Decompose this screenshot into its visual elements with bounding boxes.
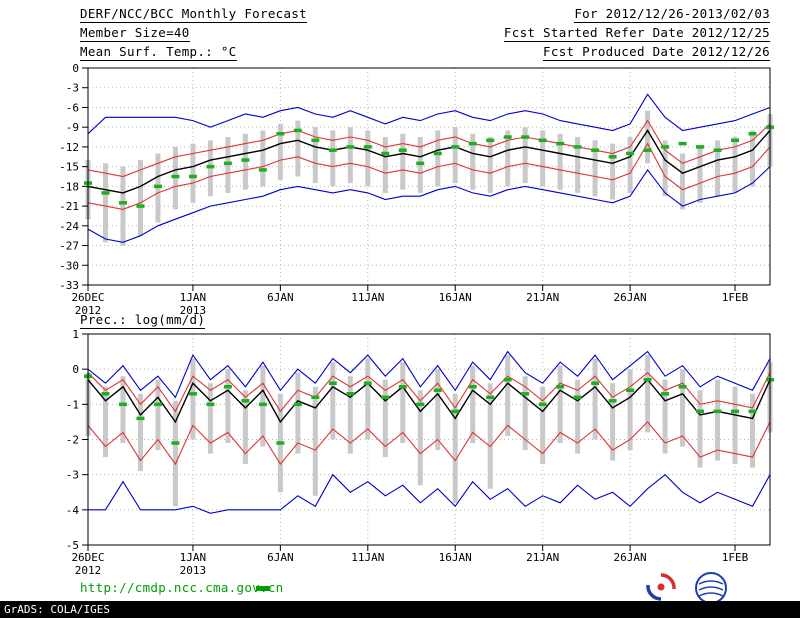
temp-chart-title: Mean Surf. Temp.: °C xyxy=(80,44,237,61)
svg-text:26JAN: 26JAN xyxy=(614,551,647,564)
svg-text:1FEB: 1FEB xyxy=(722,291,749,304)
svg-text:26DEC: 26DEC xyxy=(71,291,104,304)
svg-text:1FEB: 1FEB xyxy=(722,551,749,564)
svg-text:-18: -18 xyxy=(59,180,79,193)
svg-text:1JAN: 1JAN xyxy=(180,291,207,304)
svg-text:26JAN: 26JAN xyxy=(614,291,647,304)
svg-text:-9: -9 xyxy=(66,121,79,134)
svg-text:0: 0 xyxy=(72,363,79,376)
refer-date-label: Fcst Started Refer Date 2012/12/25 xyxy=(503,25,770,42)
svg-text:16JAN: 16JAN xyxy=(439,291,472,304)
svg-text:26DEC: 26DEC xyxy=(71,551,104,564)
bcc-logo-icon xyxy=(646,573,676,601)
svg-text:6JAN: 6JAN xyxy=(267,291,294,304)
source-url: http://cmdp.ncc.cma.gov.cn xyxy=(80,580,284,595)
svg-text:0: 0 xyxy=(72,62,79,75)
url-underline-mark xyxy=(256,586,270,591)
svg-text:16JAN: 16JAN xyxy=(439,551,472,564)
forecast-date-range: For 2012/12/26-2013/02/03 xyxy=(574,6,770,23)
forecast-title: DERF/NCC/BCC Monthly Forecast xyxy=(80,6,307,23)
svg-text:1: 1 xyxy=(72,328,79,341)
svg-text:21JAN: 21JAN xyxy=(526,291,559,304)
svg-text:2012: 2012 xyxy=(75,564,102,577)
svg-text:11JAN: 11JAN xyxy=(351,551,384,564)
svg-text:-6: -6 xyxy=(66,101,79,114)
temp-chart: 0 -3 -6 -9 -12 -15 -18 -21 -24 -27 -30 -3326DEC2012… xyxy=(59,62,774,317)
svg-text:-27: -27 xyxy=(59,240,79,253)
svg-text:2013: 2013 xyxy=(180,564,207,577)
svg-text:2012: 2012 xyxy=(75,304,102,317)
svg-text:-24: -24 xyxy=(59,220,79,233)
produced-date-label: Fcst Produced Date 2012/12/26 xyxy=(543,44,770,61)
svg-text:-1: -1 xyxy=(66,398,79,411)
svg-text:11JAN: 11JAN xyxy=(351,291,384,304)
grads-credit-label: GrADS: COLA/IGES xyxy=(4,603,110,616)
svg-text:-3: -3 xyxy=(66,469,79,482)
svg-text:21JAN: 21JAN xyxy=(526,551,559,564)
svg-text:-21: -21 xyxy=(59,200,79,213)
grads-credit-bar: GrADS: COLA/IGES xyxy=(0,601,800,618)
svg-text:-30: -30 xyxy=(59,259,79,272)
svg-text:-33: -33 xyxy=(59,279,79,292)
precip-chart-title: Prec.: log(mm/d) xyxy=(80,312,206,329)
svg-text:-3: -3 xyxy=(66,82,79,95)
svg-text:-2: -2 xyxy=(66,434,79,447)
svg-text:-5: -5 xyxy=(66,539,79,552)
member-size-label: Member Size=40 xyxy=(80,25,190,42)
svg-text:2013: 2013 xyxy=(180,304,207,317)
svg-text:-12: -12 xyxy=(59,141,79,154)
cma-logo-icon xyxy=(695,572,727,604)
svg-text:-4: -4 xyxy=(66,504,80,517)
svg-text:6JAN: 6JAN xyxy=(267,551,294,564)
svg-text:1JAN: 1JAN xyxy=(180,551,207,564)
svg-text:-15: -15 xyxy=(59,161,79,174)
